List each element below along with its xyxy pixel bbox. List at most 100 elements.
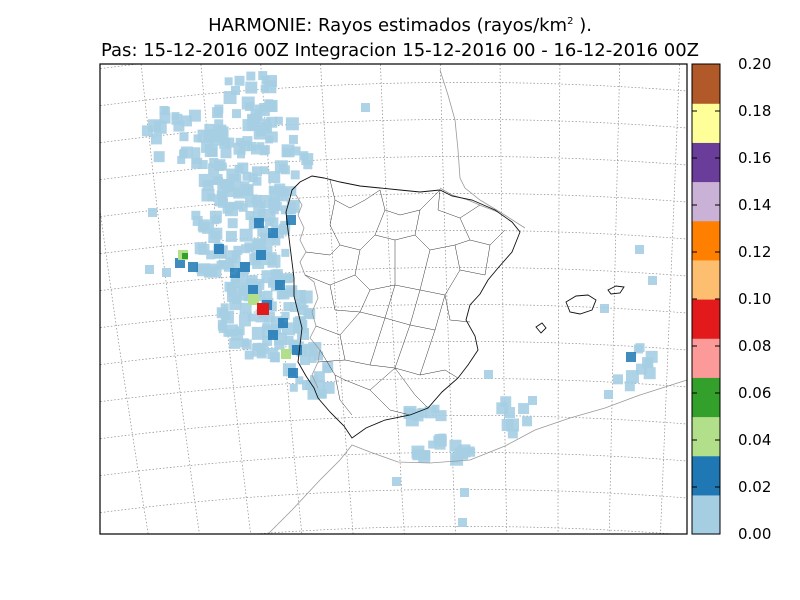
density-cell — [202, 180, 214, 192]
density-cell — [192, 156, 201, 165]
density-cell — [266, 116, 278, 128]
density-cell — [248, 294, 259, 305]
parallel-line — [100, 415, 687, 440]
density-cell — [148, 119, 162, 133]
density-cell — [522, 416, 533, 427]
parallel-line — [100, 267, 687, 292]
density-cell — [251, 194, 262, 205]
density-cell — [503, 407, 515, 419]
density-cell — [411, 409, 424, 422]
density-cell — [435, 410, 447, 422]
density-cell — [613, 374, 624, 385]
colorbar-segment — [692, 299, 720, 339]
density-cell — [484, 370, 493, 379]
density-cell — [219, 137, 231, 149]
density-cell — [265, 75, 278, 88]
density-cell — [308, 342, 322, 356]
density-cell — [458, 518, 467, 527]
density-cell — [266, 131, 278, 143]
density-cell — [223, 328, 232, 337]
colorbar-segment — [692, 416, 720, 457]
density-cell — [162, 268, 171, 277]
density-cell — [289, 383, 298, 392]
density-cell — [254, 291, 265, 302]
density-cell — [260, 84, 269, 93]
density-cell — [228, 173, 242, 187]
density-cell — [288, 134, 298, 144]
density-cell — [171, 113, 183, 125]
density-cell — [246, 71, 256, 81]
density-cell — [281, 311, 290, 320]
meridian-line — [439, 64, 456, 534]
density-cell — [282, 273, 293, 284]
density-cell — [313, 371, 325, 383]
menorca-island — [607, 285, 625, 295]
density-cell — [258, 71, 268, 81]
density-cell — [267, 279, 276, 288]
density-cell — [275, 272, 284, 281]
colorbar-segment — [692, 494, 720, 535]
density-cell — [206, 250, 216, 260]
density-cell — [214, 119, 224, 129]
density-cell — [281, 248, 290, 257]
density-cell — [265, 218, 274, 227]
density-cell — [247, 142, 257, 152]
density-cell — [207, 146, 218, 157]
density-cell — [220, 147, 232, 159]
colorbar-tick-label: 0.08 — [738, 337, 772, 355]
mallorca-island — [565, 294, 597, 315]
density-cell — [268, 228, 278, 238]
density-cell — [231, 250, 240, 259]
parallel-line — [100, 156, 687, 181]
density-cell — [218, 162, 227, 171]
density-cell — [217, 191, 228, 202]
density-cell — [299, 151, 309, 161]
density-cell — [290, 170, 300, 180]
density-cell — [294, 320, 308, 334]
meridian-line — [320, 64, 354, 534]
density-cell — [217, 181, 230, 194]
density-cell — [231, 328, 244, 341]
density-cell — [528, 396, 537, 405]
density-cell — [234, 75, 245, 86]
density-cell — [245, 81, 258, 94]
density-cell — [240, 262, 250, 272]
colorbar-tick-label: 0.10 — [738, 290, 772, 308]
density-cell — [262, 322, 271, 331]
density-cell — [253, 238, 267, 252]
density-cell — [237, 162, 249, 174]
density-cell — [227, 218, 238, 229]
density-cell — [284, 335, 294, 345]
density-cell — [219, 128, 228, 137]
density-cell — [153, 151, 165, 163]
density-cell — [222, 203, 233, 214]
density-cell — [635, 363, 647, 375]
density-cell — [234, 200, 244, 210]
density-cell — [287, 287, 296, 296]
density-cell — [145, 265, 154, 274]
density-cell — [600, 304, 609, 313]
density-cell — [256, 348, 267, 359]
density-cell — [209, 157, 219, 167]
density-cell — [322, 381, 335, 394]
density-cell — [295, 299, 307, 311]
density-cell — [264, 99, 274, 109]
density-cell — [218, 260, 227, 269]
density-cell — [173, 120, 185, 132]
density-cell — [431, 404, 440, 413]
iberia-coastline — [285, 175, 521, 439]
density-cell — [260, 145, 270, 155]
density-cell — [225, 187, 236, 198]
density-cell — [201, 188, 215, 202]
density-cell — [268, 171, 281, 184]
colorbar-segment — [692, 181, 720, 222]
meridian-line — [200, 64, 252, 534]
ibiza-island — [535, 322, 547, 334]
parallel-line — [100, 82, 687, 107]
colorbar-segment — [692, 259, 720, 300]
parallel-line — [100, 119, 687, 144]
density-cell — [263, 290, 273, 300]
density-cell — [257, 225, 269, 237]
density-cell — [242, 171, 252, 181]
